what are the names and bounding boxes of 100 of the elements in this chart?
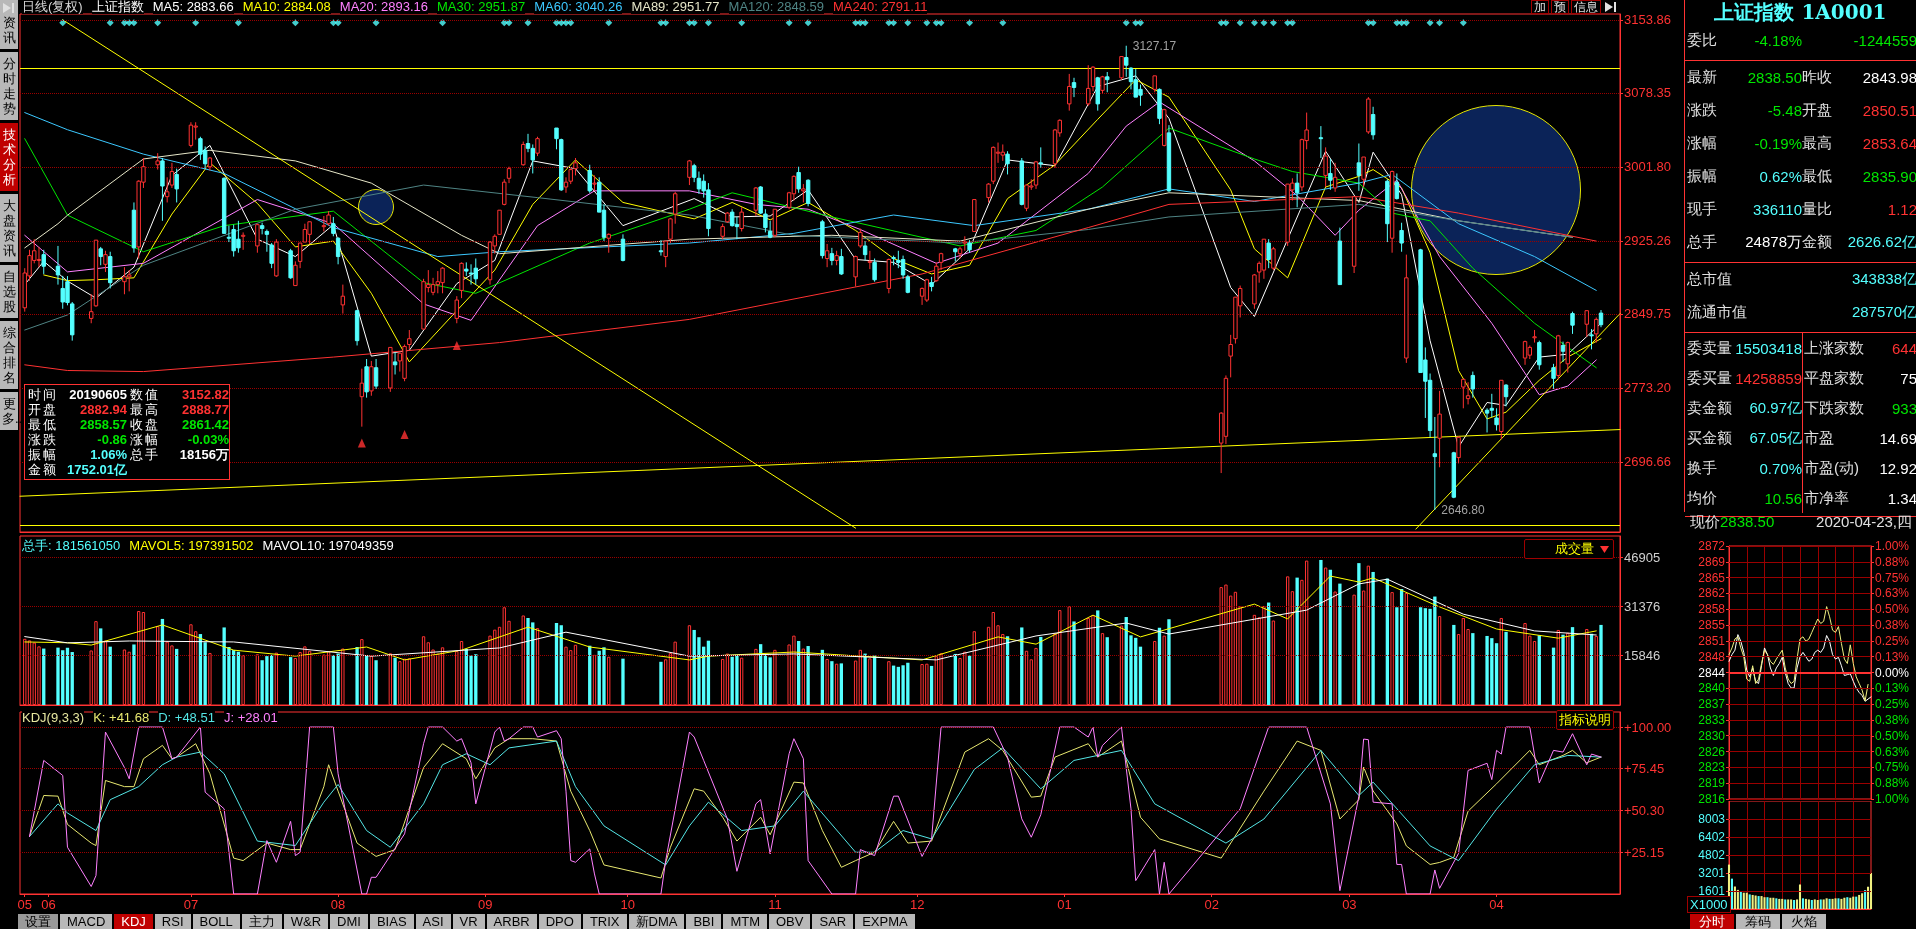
candlestick bbox=[753, 186, 759, 217]
text: 20190605 bbox=[69, 387, 127, 402]
chart-title: 日线(复权) bbox=[22, 0, 83, 14]
category-label: ARBR bbox=[486, 914, 537, 929]
bar bbox=[602, 647, 606, 705]
point bbox=[505, 19, 513, 27]
candlestick bbox=[1456, 435, 1461, 464]
text: -0.86 bbox=[97, 432, 127, 447]
text: 现手 bbox=[1687, 200, 1717, 217]
point bbox=[524, 19, 532, 27]
candlestick bbox=[1266, 238, 1271, 269]
text: 金额 bbox=[1802, 233, 1832, 250]
text: 开盘 bbox=[1802, 101, 1832, 118]
category-label: DPO bbox=[538, 914, 581, 929]
y-tick-label: 3201 bbox=[1698, 866, 1726, 880]
chart-subtitle: 上证指数 bbox=[91, 0, 144, 14]
text: 市净率 bbox=[1804, 488, 1849, 506]
bar bbox=[1418, 607, 1423, 705]
category-label: KDJ bbox=[114, 914, 153, 929]
y-tick-label: 2848 bbox=[1698, 649, 1726, 664]
candlestick bbox=[1465, 381, 1471, 405]
candlestick bbox=[1584, 310, 1589, 338]
y-tick-label: 3078.35 bbox=[1624, 85, 1671, 101]
candlestick bbox=[986, 182, 991, 203]
y-tick-label: +50.30 bbox=[1624, 802, 1665, 818]
text: 委买量 bbox=[1687, 368, 1732, 386]
text: 涨幅 bbox=[130, 432, 158, 447]
candlestick bbox=[1399, 222, 1404, 253]
category-label: BIAS bbox=[369, 914, 414, 929]
text: 买金额 bbox=[1687, 428, 1732, 446]
text: 14258859 bbox=[1735, 369, 1802, 387]
candlestick bbox=[392, 351, 398, 375]
text: 振幅 bbox=[28, 447, 56, 462]
category-label: 自选股 bbox=[2, 269, 16, 314]
text: 昨收 bbox=[1802, 68, 1832, 85]
y-tick-label: 2826 bbox=[1698, 744, 1726, 759]
point bbox=[861, 19, 869, 27]
point bbox=[704, 19, 712, 27]
candlestick bbox=[55, 245, 61, 286]
y-tick-label: 6402 bbox=[1698, 830, 1726, 845]
bar bbox=[1105, 637, 1109, 705]
y-tick-label: 2849.75 bbox=[1624, 306, 1671, 322]
candlestick bbox=[1551, 363, 1556, 390]
point bbox=[291, 19, 299, 27]
category-label: 新DMA bbox=[628, 914, 685, 929]
annotation: 2646.80 bbox=[1441, 502, 1486, 517]
text: -0.03% bbox=[187, 432, 229, 447]
y-tick-label: +25.15 bbox=[1624, 844, 1665, 860]
point bbox=[1426, 19, 1434, 27]
candlestick bbox=[862, 240, 868, 261]
candlestick bbox=[587, 164, 592, 194]
bar bbox=[901, 665, 905, 705]
category-label: SAR bbox=[812, 914, 854, 929]
text: 总市值 bbox=[1687, 270, 1732, 287]
candlestick bbox=[535, 136, 540, 157]
candlestick bbox=[1318, 125, 1324, 159]
y-tick-label: 2851 bbox=[1698, 633, 1726, 648]
y-tick-label: 3001.80 bbox=[1624, 159, 1671, 175]
category-label: DMI bbox=[330, 914, 368, 929]
y-tick-label: 2865 bbox=[1698, 570, 1726, 585]
candlestick bbox=[255, 223, 260, 254]
point bbox=[59, 19, 67, 27]
candlestick bbox=[1370, 106, 1376, 141]
candlestick bbox=[1033, 160, 1039, 190]
text: 2858.57 bbox=[80, 417, 127, 432]
text: 振幅 bbox=[1687, 167, 1717, 184]
chart-title: KDJ(9,3,3) bbox=[22, 710, 85, 725]
bar bbox=[374, 660, 378, 705]
candlestick bbox=[307, 221, 312, 245]
y2-tick-label: 1.00% bbox=[1875, 539, 1910, 553]
candlestick bbox=[1494, 407, 1499, 432]
text: 涨跌 bbox=[28, 432, 56, 447]
candlestick bbox=[1067, 73, 1072, 112]
text: 开盘 bbox=[28, 402, 56, 417]
point bbox=[738, 19, 746, 27]
text: 最新 bbox=[1687, 68, 1717, 85]
candlestick bbox=[188, 121, 194, 148]
text: 委比 bbox=[1687, 31, 1717, 48]
point bbox=[937, 19, 945, 27]
text: MAVOL10: 197049359 bbox=[262, 538, 394, 553]
text: MA89: 2951.77 bbox=[631, 0, 720, 14]
y-tick-label: 2858 bbox=[1698, 602, 1726, 617]
y2-tick-label: 0.88% bbox=[1875, 554, 1910, 569]
text: 市盈 bbox=[1804, 428, 1834, 446]
text: 3152.82 bbox=[182, 387, 229, 402]
candlestick bbox=[1332, 162, 1338, 193]
text: 67.05亿 bbox=[1749, 428, 1802, 446]
category-label: BBI bbox=[686, 914, 722, 929]
candlestick bbox=[468, 263, 474, 286]
candlestick bbox=[1461, 378, 1466, 409]
point bbox=[400, 429, 409, 439]
bar bbox=[1730, 878, 1733, 909]
point bbox=[1122, 19, 1130, 27]
y2-tick-label: 0.13% bbox=[1875, 649, 1910, 664]
candlestick bbox=[858, 228, 863, 249]
candlestick bbox=[1328, 158, 1333, 191]
candlestick bbox=[1394, 172, 1400, 201]
point bbox=[690, 19, 698, 27]
point bbox=[234, 19, 242, 27]
candlestick bbox=[293, 260, 298, 287]
